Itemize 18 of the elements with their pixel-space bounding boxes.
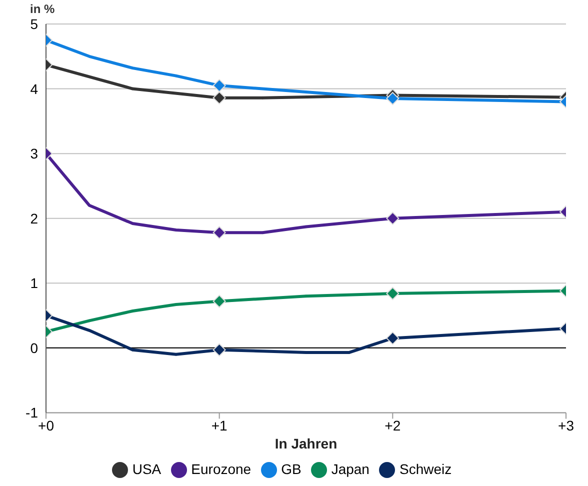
y-tick-label: 0 bbox=[30, 340, 38, 356]
y-tick-label: -1 bbox=[26, 404, 38, 421]
y-tick-label: 3 bbox=[30, 146, 38, 162]
x-tick-label: +3 bbox=[558, 418, 574, 434]
y-tick-label: 5 bbox=[30, 16, 38, 32]
x-tick-label: +0 bbox=[38, 418, 54, 434]
legend-label: GB bbox=[281, 460, 302, 477]
legend-label: Schweiz bbox=[399, 460, 452, 477]
y-tick-label: 1 bbox=[30, 275, 38, 292]
x-tick-label: +1 bbox=[211, 418, 228, 434]
x-tick-label: +2 bbox=[384, 418, 401, 434]
legend-label: USA bbox=[132, 460, 162, 477]
y-axis-title: in % bbox=[30, 2, 55, 16]
y-tick-label: 4 bbox=[30, 80, 38, 97]
y-tick-label: 2 bbox=[30, 210, 38, 226]
x-axis-title: In Jahren bbox=[274, 436, 338, 452]
legend-label: Japan bbox=[331, 460, 370, 477]
legend-label: Eurozone bbox=[191, 460, 252, 477]
